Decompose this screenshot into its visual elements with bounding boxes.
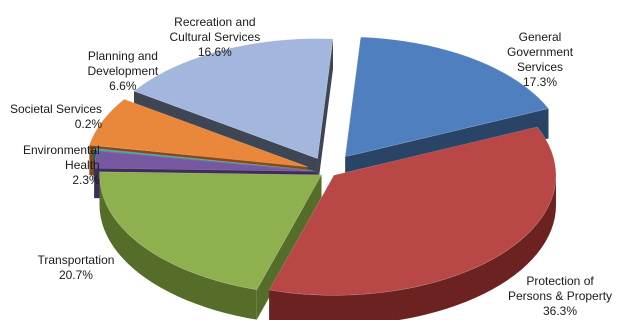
slice-value-label: 17.3%	[507, 75, 573, 90]
slice-label-1: Protection of Persons & Property 36.3%	[508, 274, 612, 319]
slice-value-label: 6.6%	[88, 79, 159, 94]
slice-label-3: Environmental Health 2.3%	[23, 143, 100, 188]
slice-label-line: Persons & Property	[508, 289, 612, 304]
slice-label-5: Planning and Development 6.6%	[88, 49, 159, 94]
slice-label-4: Societal Services 0.2%	[10, 102, 102, 132]
slice-label-line: General	[507, 30, 573, 45]
slice-label-line: Protection of	[508, 274, 612, 289]
slice-label-line: Environmental	[23, 143, 100, 158]
slice-label-0: General Government Services 17.3%	[507, 30, 573, 90]
slice-label-line: Services	[507, 60, 573, 75]
slice-value-label: 20.7%	[38, 268, 115, 283]
slice-label-line: Cultural Services	[170, 30, 261, 45]
slice-value-label: 0.2%	[10, 117, 102, 132]
slice-label-line: Transportation	[38, 253, 115, 268]
slice-label-line: Health	[23, 158, 100, 173]
slice-value-label: 16.6%	[170, 45, 261, 60]
slice-label-2: Transportation 20.7%	[38, 253, 115, 283]
slice-value-label: 2.3%	[23, 173, 100, 188]
slice-label-line: Government	[507, 45, 573, 60]
pie-top-layer	[89, 37, 556, 295]
slice-label-line: Societal Services	[10, 102, 102, 117]
slice-value-label: 36.3%	[508, 304, 612, 319]
slice-label-6: Recreation and Cultural Services 16.6%	[170, 15, 261, 60]
slice-label-line: Planning and	[88, 49, 159, 64]
slice-label-line: Recreation and	[170, 15, 261, 30]
slice-label-line: Development	[88, 64, 159, 79]
